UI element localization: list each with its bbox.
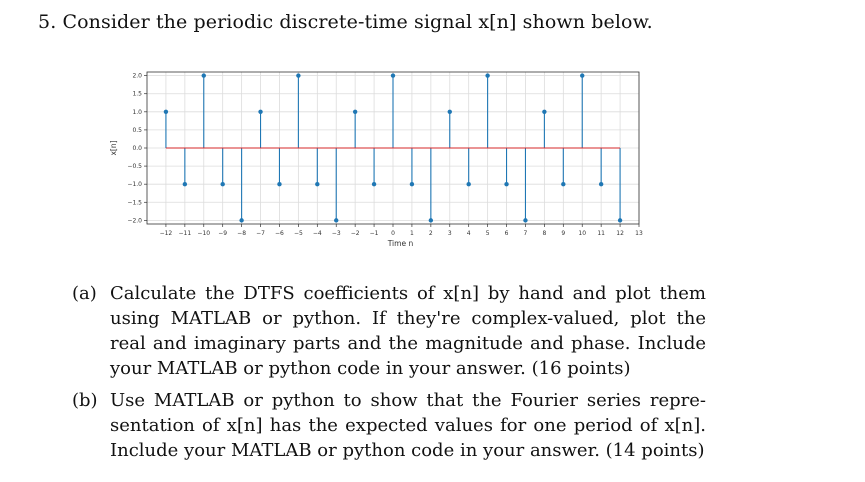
stem-marker xyxy=(466,181,471,187)
x-tick-label: −7 xyxy=(256,230,265,237)
stem-marker xyxy=(617,218,623,223)
stem-marker xyxy=(258,109,263,115)
stem-marker xyxy=(390,73,396,78)
y-tick-label: −1.0 xyxy=(127,181,142,188)
part-line: Include your MATLAB or python code in yo… xyxy=(110,440,705,461)
y-axis-label: x[n] xyxy=(109,140,118,155)
stem-chart: −12 −11 −10 −9 −8 −7 −6 −5 −4 −3 −2 −1 0 1 2 3 4 5 6 7 8 9 10 1… xyxy=(109,71,643,248)
y-tick-label: 0.5 xyxy=(132,127,142,134)
stem-marker xyxy=(447,109,452,115)
part-line: Use MATLAB or python to show that the Fo… xyxy=(110,390,706,411)
part-line: real and imaginary parts and the magnitu… xyxy=(110,333,706,354)
x-tick-label: −4 xyxy=(313,230,322,237)
stem-marker xyxy=(352,109,358,115)
x-tick-label: 7 xyxy=(524,230,528,237)
x-tick-label: 1 xyxy=(410,230,414,237)
part-line: sentation of x[n] has the expected value… xyxy=(110,415,706,436)
part-line: your MATLAB or python code in your answe… xyxy=(110,358,631,379)
x-tick-label: −11 xyxy=(179,230,192,237)
problem-number: 5. xyxy=(38,11,57,33)
stem-marker xyxy=(201,73,206,78)
x-tick-label: 3 xyxy=(448,230,452,237)
stem-marker xyxy=(598,181,604,187)
stem-marker xyxy=(334,218,339,223)
stem-marker xyxy=(523,218,528,223)
y-tick-label: 0.0 xyxy=(132,145,142,152)
stem-marker xyxy=(220,181,225,187)
x-tick-label: 9 xyxy=(561,230,565,237)
problem-title-text: Consider the periodic discrete-time sign… xyxy=(62,11,653,33)
x-tick-label: −6 xyxy=(275,230,284,237)
part-a: (a) Calculate the DTFS coefficients of x… xyxy=(72,281,732,381)
stem-marker xyxy=(296,73,301,78)
part-label: (a) xyxy=(72,283,97,304)
stem-marker xyxy=(542,109,547,115)
y-tick-label: 2.0 xyxy=(132,73,142,80)
x-tick-label: −12 xyxy=(160,230,173,237)
part-line: using MATLAB or python. If they're compl… xyxy=(110,308,706,329)
y-tick-label: −1.5 xyxy=(127,199,142,206)
y-tick-label: 1.0 xyxy=(132,109,142,116)
x-tick-label: 0 xyxy=(391,230,395,237)
part-text: Use MATLAB or python to show that the Fo… xyxy=(110,388,706,463)
stem-marker xyxy=(163,109,169,115)
y-tick-label: −0.5 xyxy=(127,163,142,170)
x-tick-label: 6 xyxy=(505,230,509,237)
problem-parts: (a) Calculate the DTFS coefficients of x… xyxy=(72,281,732,470)
x-tick-label: 11 xyxy=(597,230,605,237)
stem-marker xyxy=(277,181,282,187)
signal-plot: −12 −11 −10 −9 −8 −7 −6 −5 −4 −3 −2 −1 0 1 2 3 4 5 6 7 8 9 10 1… xyxy=(106,64,646,258)
x-tick-label: −9 xyxy=(218,230,227,237)
x-tick-label: 13 xyxy=(635,230,643,237)
stem-marker xyxy=(182,181,188,187)
x-tick-label: −1 xyxy=(370,230,379,237)
part-b: (b) Use MATLAB or python to show that th… xyxy=(72,388,732,463)
part-text: Calculate the DTFS coefficients of x[n] … xyxy=(110,281,706,381)
x-tick-label: 8 xyxy=(542,230,546,237)
x-tick-label: 4 xyxy=(467,230,471,237)
stem-marker xyxy=(371,181,377,187)
x-tick-label: −3 xyxy=(332,230,341,237)
x-tick-label: 10 xyxy=(578,230,586,237)
stem-marker xyxy=(428,218,434,223)
x-tick-label: −2 xyxy=(351,230,360,237)
x-tick-label: 12 xyxy=(616,230,624,237)
problem-statement: 5. Consider the periodic discrete-time s… xyxy=(38,11,653,33)
part-label: (b) xyxy=(72,390,98,411)
stem-marker xyxy=(580,73,585,78)
part-line: Calculate the DTFS coefficients of x[n] … xyxy=(110,283,706,304)
stem-marker xyxy=(485,73,490,78)
x-axis-label: Time n xyxy=(387,239,414,248)
stem-marker xyxy=(409,181,415,187)
x-tick-label: −5 xyxy=(294,230,303,237)
stem-marker xyxy=(561,181,566,187)
stem-marker xyxy=(504,181,509,187)
x-tick-label: 5 xyxy=(486,230,490,237)
x-tick-label: −10 xyxy=(197,230,210,237)
stem-marker xyxy=(315,181,320,187)
x-tick-label: 2 xyxy=(429,230,433,237)
y-tick-label: −2.0 xyxy=(127,217,142,224)
stem-marker xyxy=(239,218,244,223)
y-tick-label: 1.5 xyxy=(132,91,142,98)
x-tick-label: −8 xyxy=(237,230,246,237)
